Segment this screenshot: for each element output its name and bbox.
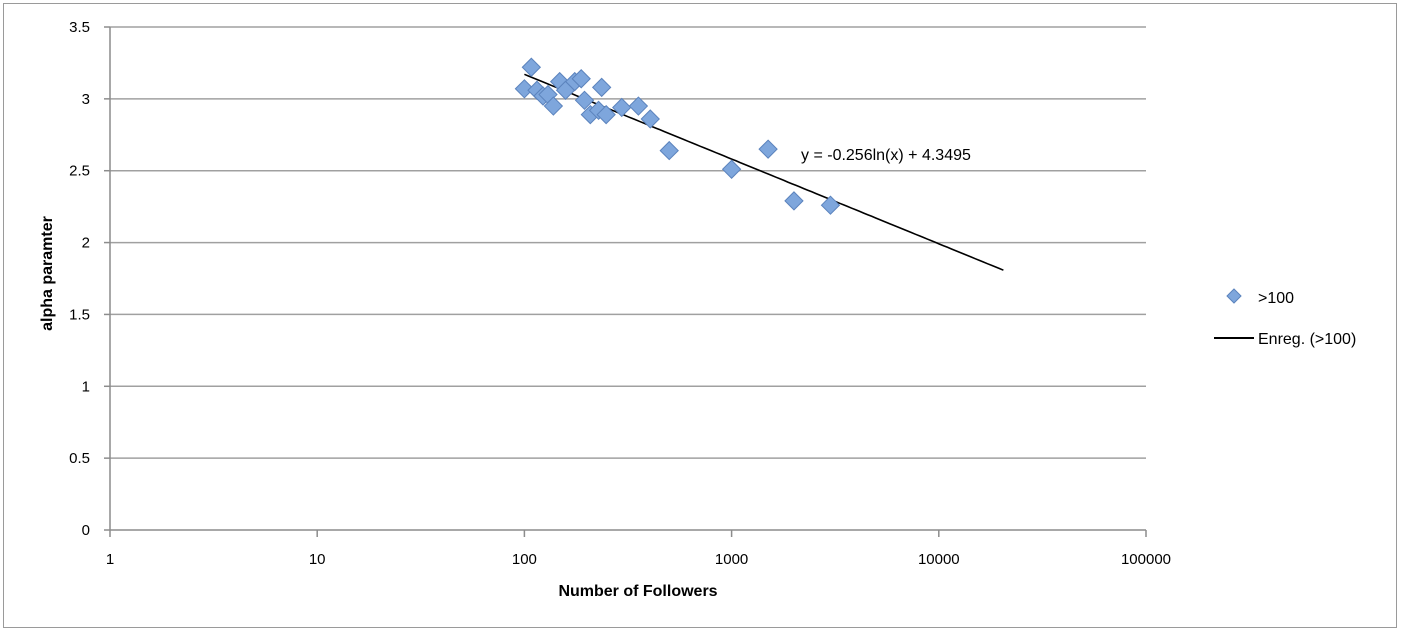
data-point-diamond — [521, 57, 542, 77]
x-tick-label: 1 — [106, 551, 114, 568]
x-tick-label: 100000 — [1121, 551, 1171, 568]
data-point-diamond — [784, 191, 804, 211]
x-tick-label: 10000 — [918, 551, 960, 568]
x-axis-title: Number of Followers — [558, 583, 717, 600]
y-tick-label: 2 — [82, 235, 90, 252]
data-point-diamond — [514, 79, 535, 99]
data-point-diamond — [640, 109, 660, 129]
y-tick-label: 2.5 — [69, 163, 90, 180]
legend-marker-diamond — [1226, 288, 1242, 304]
data-point-diamond — [574, 90, 595, 111]
legend-label-series: >100 — [1258, 290, 1294, 307]
y-tick-label: 0.5 — [69, 450, 90, 467]
legend-label-trendline: Enreg. (>100) — [1258, 331, 1356, 348]
gridlines — [110, 26, 1146, 459]
y-tick-label: 3 — [82, 91, 90, 108]
data-point-diamond — [820, 195, 841, 215]
chart-text: 0 0.5 1 1.5 2 2.5 3 3.5 1 10 100 1000 10000 100000 Num… — [39, 19, 1171, 600]
data-point-diamond — [591, 77, 612, 98]
y-tick-label: 1 — [82, 378, 90, 395]
y-tick-label: 0 — [82, 522, 90, 539]
y-tick-label: 1.5 — [69, 306, 90, 323]
data-point-diamond — [571, 69, 591, 89]
x-tick-label: 1000 — [715, 551, 748, 568]
data-point-diamond — [543, 96, 564, 116]
data-points — [514, 57, 841, 215]
data-point-diamond — [596, 104, 616, 125]
data-point-diamond — [628, 96, 649, 116]
y-axis-title: alpha paramter — [39, 216, 56, 331]
axes — [104, 26, 1147, 537]
x-tick-label: 100 — [512, 551, 537, 568]
data-point-diamond — [758, 139, 778, 159]
legend: >100 Enreg. (>100) — [1214, 288, 1356, 348]
data-point-diamond — [721, 159, 742, 179]
data-point-diamond — [612, 97, 632, 118]
trendline-equation: y = -0.256ln(x) + 4.3495 — [801, 147, 971, 164]
data-point-diamond — [659, 140, 679, 161]
chart-frame — [3, 3, 1397, 628]
y-tick-label: 3.5 — [69, 19, 90, 36]
x-tick-label: 10 — [309, 551, 326, 568]
